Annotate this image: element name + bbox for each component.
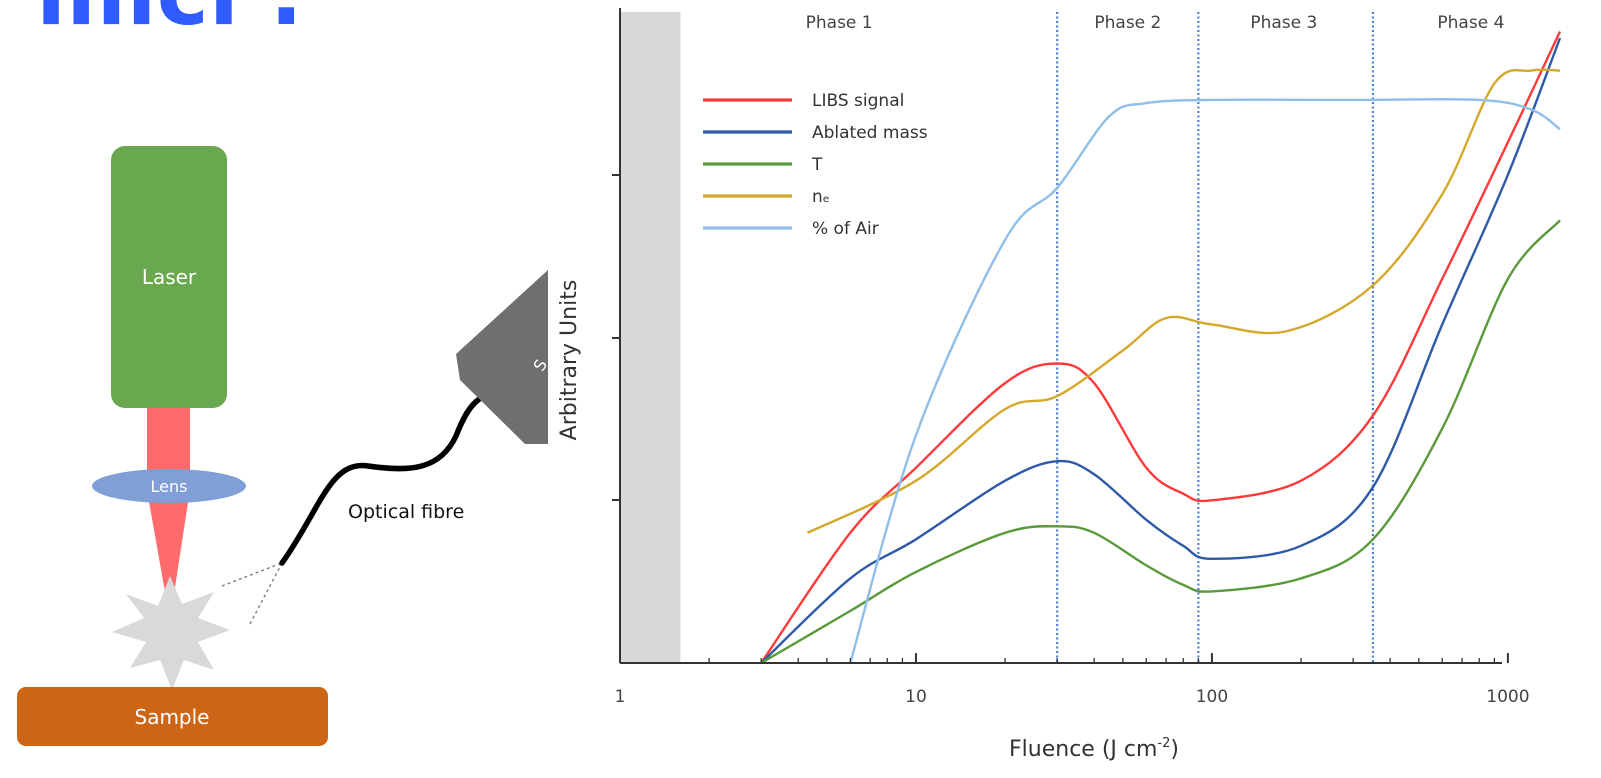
laser-label: Laser [142,265,197,289]
phase-label-4: Phase 4 [1437,13,1504,33]
laser-beam-focused [148,496,189,620]
sample-block [17,687,328,746]
collection-cone-lower [249,562,283,625]
lens-label: Lens [151,477,188,496]
libs-setup-diagram: Laser Lens Sample Optical fibre S [17,146,551,746]
series-n-line [806,68,1561,534]
chart-legend: LIBS signal Ablated mass Tnₑ % of Air [703,91,928,239]
shaded-region [620,12,681,663]
phase-label-1: Phase 1 [806,13,873,33]
fibre-label: Optical fibre [348,501,464,523]
legend-label-libs-signal: LIBS signal [812,91,904,111]
x-tick-label-10: 10 [905,687,927,707]
legend-label-ablated-mass: Ablated mass [812,123,928,143]
collection-cone-upper [221,562,283,587]
series-t-line [760,219,1561,665]
libs-phases-chart: Phase 1 Phase 2 Phase 3 Phase 4 1 10 100 1000 … [557,8,1562,762]
y-axis-title: Arbitrary Units [557,280,582,441]
series-ablated-mass-line [760,37,1562,664]
phase-label-3: Phase 3 [1250,13,1317,33]
laser-beam-upper [147,403,190,475]
optical-fibre [279,387,508,566]
plasma-burst [112,576,230,690]
phase-label-2: Phase 2 [1094,13,1161,33]
x-axis-title: Fluence (J cm-2) [1009,736,1179,762]
phase-boundaries [1056,12,1375,663]
sample-label: Sample [135,705,210,729]
legend-label-n: nₑ [812,187,830,207]
series-of-air-line [849,97,1561,664]
series-libs-signal-line [760,30,1562,664]
x-tick-label-100: 100 [1196,687,1228,707]
chart-axes: 1 10 100 1000 [612,8,1530,707]
series-lines [760,30,1562,665]
lens-shape [92,469,246,503]
phase-labels: Phase 1 Phase 2 Phase 3 Phase 4 [806,13,1505,33]
laser-box [111,146,227,408]
legend-label-t: T [811,155,823,175]
legend-label-of-air: % of Air [812,219,879,239]
x-tick-label-1000: 1000 [1486,687,1529,707]
slide-title: llllcl . [36,0,303,45]
x-tick-label-1: 1 [615,687,626,707]
spectrometer-box [456,270,548,444]
